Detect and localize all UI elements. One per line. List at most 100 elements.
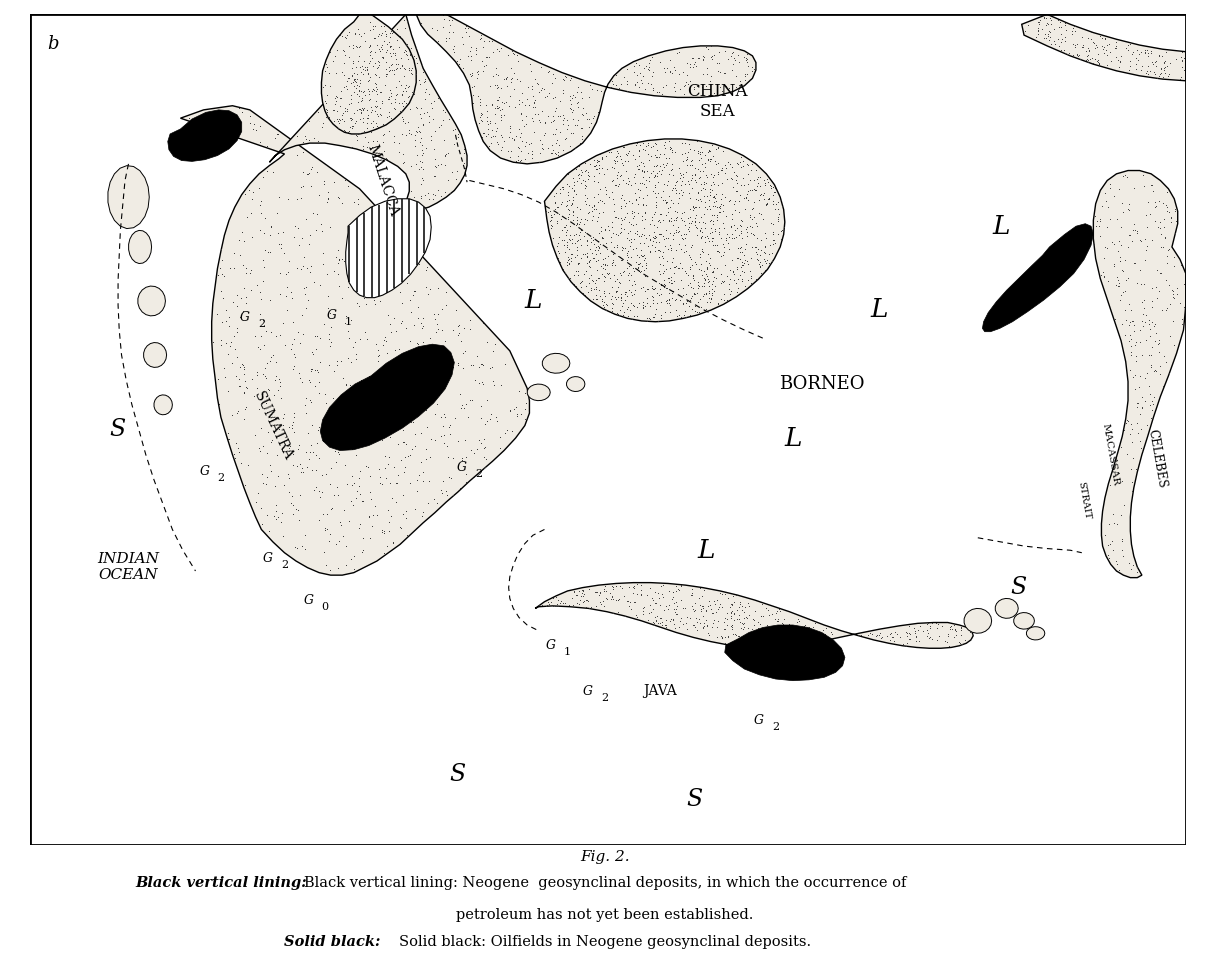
Point — [574, 107, 593, 122]
Point — [725, 202, 744, 218]
Point — [595, 261, 615, 276]
Point — [416, 451, 436, 466]
Point — [382, 26, 402, 41]
Point — [413, 358, 432, 373]
Point — [317, 521, 336, 537]
Point — [339, 124, 358, 139]
Point — [359, 55, 379, 71]
Point — [399, 61, 419, 76]
Point — [669, 583, 688, 598]
Point — [503, 131, 523, 146]
Point — [1164, 259, 1183, 274]
Point — [1032, 21, 1051, 36]
Point — [670, 256, 690, 271]
Point — [344, 277, 363, 292]
Point — [416, 92, 436, 107]
Point — [315, 173, 334, 188]
Point — [687, 133, 707, 148]
Point — [380, 429, 399, 444]
Point — [439, 31, 459, 46]
Point — [773, 616, 793, 631]
Point — [760, 637, 779, 652]
Point — [724, 180, 743, 195]
Point — [722, 597, 742, 612]
Point — [350, 82, 369, 97]
Point — [618, 299, 638, 314]
Point — [379, 63, 398, 78]
Point — [565, 249, 584, 265]
Point — [483, 344, 502, 359]
Point — [681, 190, 701, 205]
Point — [725, 612, 744, 627]
Point — [269, 371, 288, 387]
Point — [1107, 34, 1127, 50]
Point — [898, 628, 917, 644]
Point — [483, 129, 502, 144]
Point — [305, 362, 324, 377]
Point — [485, 336, 505, 351]
Point — [744, 209, 764, 224]
Point — [678, 149, 697, 164]
Point — [644, 282, 663, 297]
Point — [650, 276, 669, 291]
Point — [1050, 38, 1070, 53]
Point — [345, 25, 364, 40]
Point — [730, 54, 749, 70]
Point — [645, 169, 664, 184]
Point — [292, 308, 311, 323]
Point — [751, 232, 771, 247]
Point — [1124, 256, 1143, 271]
Point — [721, 49, 741, 64]
Point — [612, 156, 632, 171]
Point — [560, 93, 580, 108]
Point — [722, 63, 742, 78]
Point — [704, 167, 724, 182]
Point — [449, 130, 468, 145]
Point — [467, 46, 486, 61]
Point — [357, 284, 376, 299]
Point — [764, 217, 783, 232]
Point — [451, 334, 471, 350]
Point — [1122, 347, 1141, 362]
Point — [737, 53, 756, 68]
Point — [711, 629, 731, 645]
Point — [567, 247, 587, 263]
Point — [646, 280, 666, 295]
Point — [1095, 186, 1114, 202]
Point — [745, 181, 765, 197]
Point — [476, 439, 495, 455]
Point — [1112, 542, 1131, 558]
Point — [1028, 20, 1048, 35]
Point — [650, 243, 669, 258]
Point — [703, 286, 722, 301]
Point — [590, 245, 610, 261]
Point — [639, 169, 658, 184]
Point — [369, 70, 388, 85]
Point — [293, 230, 312, 245]
Text: Black vertical lining: Neogene  geosynclinal deposits, in which the occurrence o: Black vertical lining: Neogene geosyncli… — [304, 876, 906, 890]
Point — [417, 390, 437, 405]
Point — [368, 98, 387, 114]
Point — [576, 599, 595, 614]
Point — [597, 584, 616, 599]
Point — [732, 213, 751, 228]
Point — [1145, 195, 1164, 210]
Point — [656, 278, 675, 293]
Point — [718, 293, 737, 308]
Point — [294, 281, 313, 296]
Point — [607, 143, 627, 159]
Point — [701, 212, 720, 227]
Point — [1119, 227, 1139, 243]
Point — [583, 110, 603, 125]
Point — [764, 232, 783, 247]
Point — [661, 225, 680, 241]
Point — [634, 227, 653, 243]
Text: G: G — [327, 308, 336, 322]
Point — [258, 424, 277, 439]
Point — [667, 223, 686, 238]
Point — [304, 130, 323, 145]
Point — [633, 162, 652, 178]
Point — [734, 615, 754, 630]
Point — [655, 603, 674, 618]
Point — [235, 281, 254, 296]
